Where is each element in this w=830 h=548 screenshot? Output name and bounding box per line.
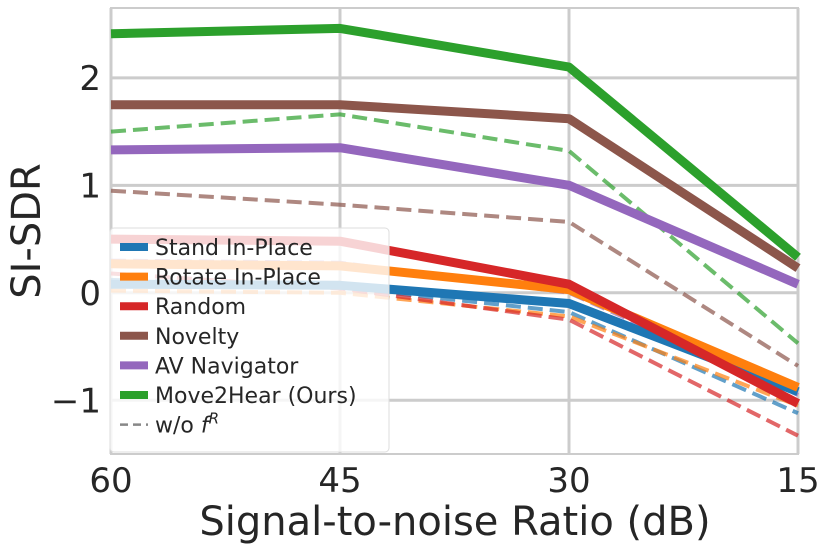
legend-prefix: w/o — [155, 414, 201, 439]
x-tick-label: 15 — [776, 461, 819, 501]
y-tick-label: 2 — [79, 59, 101, 99]
x-axis-ticks: 60 45 30 15 — [89, 461, 819, 501]
legend-symbol: f — [201, 414, 212, 439]
x-tick-label: 45 — [318, 461, 361, 501]
legend-label: Stand In-Place — [155, 236, 313, 261]
legend-label: Move2Hear (Ours) — [155, 384, 357, 409]
dashed-series-line — [110, 112, 800, 345]
legend-label: Random — [155, 295, 246, 320]
y-tick-label: −1 — [51, 381, 101, 421]
solid-series-line — [111, 100, 801, 272]
y-axis-ticks: −1 0 1 2 — [51, 59, 101, 421]
x-axis-label: Signal-to-noise Ratio (dB) — [199, 499, 710, 545]
solid-series-line — [110, 23, 801, 261]
y-tick-label: 1 — [79, 166, 101, 206]
legend-label: Novelty — [155, 325, 239, 350]
legend-superscript: R — [209, 410, 219, 428]
dashed-series-line — [110, 188, 800, 368]
x-tick-label: 30 — [547, 461, 590, 501]
y-axis-label: SI-SDR — [4, 163, 50, 299]
x-tick-label: 60 — [89, 461, 132, 501]
solid-series-line — [110, 143, 800, 289]
legend-label: Rotate In-Place — [155, 266, 321, 291]
legend-label-without-fr: w/o fR — [155, 410, 219, 439]
legend: Stand In-Place Rotate In-Place Random Novel… — [109, 227, 390, 453]
legend-box — [109, 227, 390, 453]
y-tick-label: 0 — [79, 274, 101, 314]
legend-label: AV Navigator — [155, 354, 299, 379]
